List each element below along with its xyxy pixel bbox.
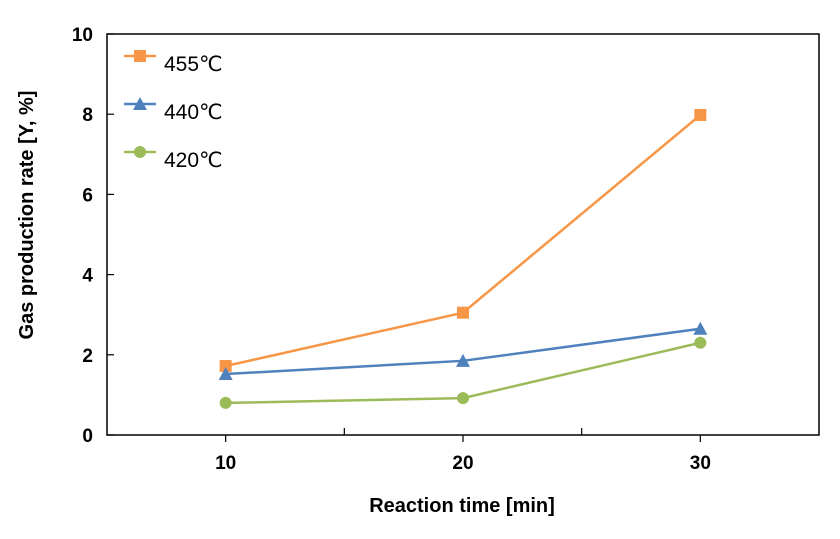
data-point — [693, 321, 708, 335]
legend: 455℃ 440℃ 420℃ — [124, 50, 223, 172]
legend-marker — [133, 97, 147, 110]
data-point — [694, 109, 707, 122]
legend-label: 440℃ — [164, 101, 223, 124]
series-0 — [219, 109, 707, 373]
x-tick-label: 20 — [452, 453, 473, 474]
x-tick-label: 30 — [690, 453, 711, 474]
data-point — [218, 367, 233, 381]
series-1 — [218, 321, 708, 381]
legend-entry: 440℃ — [124, 97, 223, 124]
x-axis-title: Reaction time [min] — [369, 495, 555, 517]
legend-entry: 455℃ — [124, 50, 223, 76]
plot-area — [106, 33, 820, 436]
data-point — [694, 336, 707, 349]
legend-label: 420℃ — [164, 149, 223, 172]
y-axis-ticks: 0 2 4 6 8 10 — [72, 25, 114, 447]
legend-entry: 420℃ — [124, 146, 223, 172]
series-2 — [219, 336, 707, 409]
data-point — [219, 396, 232, 409]
y-axis-title: Gas production rate [Y, %] — [16, 91, 38, 340]
legend-label: 455℃ — [164, 53, 223, 76]
y-tick-label: 8 — [82, 105, 93, 126]
legend-marker — [134, 146, 146, 158]
data-point — [456, 353, 470, 367]
y-tick-label: 6 — [82, 185, 93, 206]
data-point — [457, 392, 469, 405]
x-tick-label: 10 — [215, 453, 236, 474]
data-point — [457, 306, 469, 319]
legend-marker — [134, 50, 146, 62]
series-layer — [218, 109, 708, 409]
x-axis-ticks: 10 20 30 — [215, 428, 711, 474]
y-tick-label: 0 — [82, 426, 93, 447]
y-tick-label: 10 — [72, 25, 93, 46]
y-tick-label: 2 — [82, 346, 93, 367]
y-tick-label: 4 — [82, 266, 93, 287]
data-point — [219, 360, 232, 373]
